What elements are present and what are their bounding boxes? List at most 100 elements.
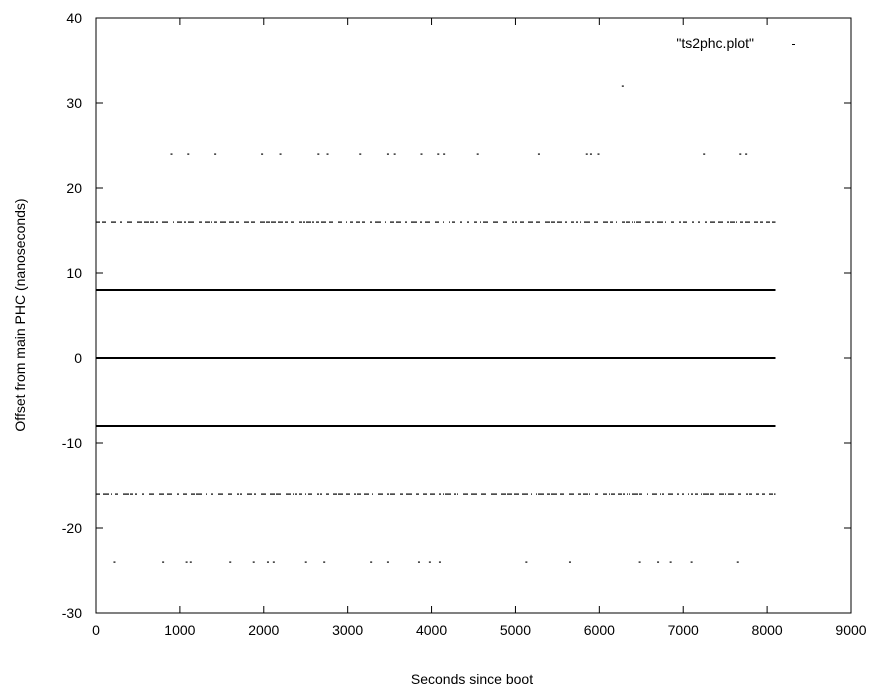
point-cluster <box>423 493 427 495</box>
point-cluster <box>357 493 361 495</box>
x-tick-label: 2000 <box>248 622 279 638</box>
x-tick-label: 5000 <box>500 622 531 638</box>
data-point <box>568 561 571 563</box>
point-cluster <box>286 493 291 495</box>
point-cluster <box>406 493 412 495</box>
point-cluster <box>96 221 100 223</box>
point-cluster <box>240 493 242 495</box>
point-cluster <box>445 493 451 495</box>
data-point <box>417 561 420 563</box>
point-cluster <box>636 221 641 223</box>
point-cluster <box>705 221 707 223</box>
x-tick-label: 0 <box>92 622 100 638</box>
point-cluster <box>430 493 435 495</box>
dense-point-band <box>96 289 776 291</box>
point-cluster <box>295 493 297 495</box>
point-cluster <box>350 221 353 223</box>
point-cluster <box>130 493 133 495</box>
point-cluster <box>677 493 679 495</box>
point-cluster <box>271 221 276 223</box>
point-cluster <box>375 221 381 223</box>
point-cluster <box>416 493 419 495</box>
point-cluster <box>595 493 598 495</box>
data-point <box>739 153 742 155</box>
data-point <box>745 153 748 155</box>
point-cluster <box>736 221 737 223</box>
point-cluster <box>480 221 481 223</box>
y-axis-title: Offset from main PHC (nanoseconds) <box>12 198 28 431</box>
point-cluster <box>627 493 628 495</box>
y-tick-label: -20 <box>62 520 82 536</box>
point-cluster <box>501 493 506 495</box>
point-cluster <box>127 221 132 223</box>
point-cluster <box>740 221 743 223</box>
data-point <box>657 561 660 563</box>
point-cluster <box>218 493 223 495</box>
point-cluster <box>647 493 648 495</box>
data-point <box>525 561 528 563</box>
point-cluster <box>196 493 202 495</box>
point-cluster <box>652 493 657 495</box>
point-cluster <box>623 493 625 495</box>
data-point <box>589 153 592 155</box>
point-cluster <box>338 221 342 223</box>
point-cluster <box>557 221 562 223</box>
y-tick-label: -10 <box>62 435 82 451</box>
data-point <box>370 561 373 563</box>
point-cluster <box>481 493 486 495</box>
point-cluster <box>522 493 528 495</box>
point-cluster <box>356 221 360 223</box>
point-cluster <box>583 493 588 495</box>
point-cluster <box>547 493 550 495</box>
point-cluster <box>660 493 661 495</box>
x-tick-label: 1000 <box>164 622 195 638</box>
point-cluster <box>370 221 372 223</box>
plot-frame <box>95 17 852 614</box>
point-cluster <box>306 221 311 223</box>
point-cluster <box>493 221 498 223</box>
point-cluster <box>144 221 149 223</box>
point-cluster <box>305 493 306 495</box>
point-cluster <box>167 493 172 495</box>
point-cluster <box>317 493 319 495</box>
point-cluster <box>701 493 702 495</box>
point-cluster <box>632 221 633 223</box>
data-point <box>304 561 307 563</box>
data-point <box>326 153 329 155</box>
point-cluster <box>316 221 319 223</box>
point-cluster <box>387 493 389 495</box>
point-cluster <box>400 493 403 495</box>
point-cluster <box>754 221 758 223</box>
point-cluster <box>514 493 519 495</box>
dense-point-band <box>96 425 776 427</box>
point-cluster <box>378 493 383 495</box>
data-point <box>229 561 232 563</box>
data-point <box>317 153 320 155</box>
point-cluster <box>411 221 417 223</box>
point-cluster <box>589 493 590 495</box>
point-cluster <box>326 493 329 495</box>
point-cluster <box>746 493 748 495</box>
point-cluster <box>435 221 439 223</box>
axis-tick-labels: 0 1000 2000 3000 4000 5000 6000 7000 8000 9000 -30… <box>62 10 867 638</box>
point-cluster <box>299 221 302 223</box>
point-cluster <box>443 493 444 495</box>
axis-ticks <box>95 17 852 614</box>
point-cluster <box>603 221 608 223</box>
point-cluster <box>162 221 168 223</box>
point-cluster <box>299 493 302 495</box>
point-cluster <box>536 493 537 495</box>
point-cluster <box>703 493 709 495</box>
data-point <box>272 561 275 563</box>
point-cluster <box>150 221 154 223</box>
point-cluster <box>728 493 734 495</box>
point-cluster <box>652 221 654 223</box>
point-cluster <box>260 221 265 223</box>
x-tick-label: 3000 <box>332 622 363 638</box>
point-cluster <box>515 221 517 223</box>
point-cluster <box>727 221 729 223</box>
point-cluster <box>199 221 202 223</box>
point-cluster <box>236 221 239 223</box>
point-cluster <box>184 221 186 223</box>
point-cluster <box>616 221 617 223</box>
